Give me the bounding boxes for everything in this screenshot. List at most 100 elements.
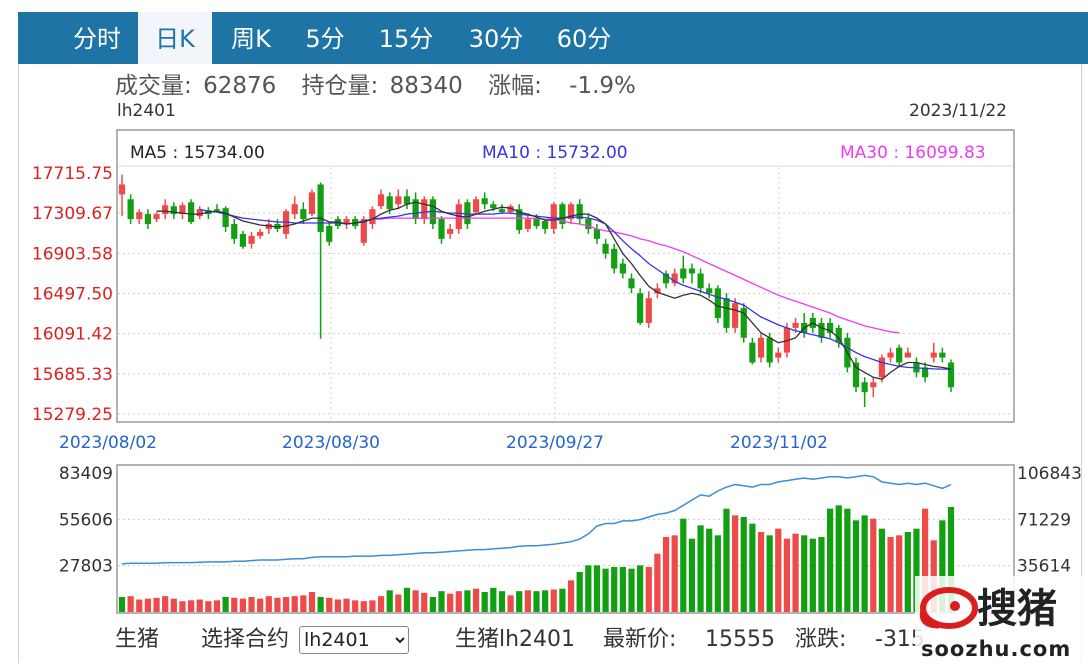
period-tab-bar: 分时 日K 周K 5分 15分 30分 60分	[18, 12, 1088, 64]
candle-body	[257, 231, 264, 236]
volume-bar	[153, 597, 160, 612]
volume-bar	[593, 565, 601, 612]
candle-body	[732, 303, 739, 328]
volume-bar	[239, 598, 247, 612]
ma10-label: MA10 : 15732.00	[482, 143, 628, 163]
tab-5min[interactable]: 5分	[305, 25, 345, 53]
candle-body	[213, 209, 221, 211]
candle-body	[403, 196, 411, 205]
volume-bar	[455, 591, 462, 612]
candle-body	[395, 196, 402, 205]
ma5-line	[156, 201, 952, 381]
price-tick-label: 15685.33	[32, 365, 113, 385]
volume-bar	[170, 598, 177, 612]
volume-bar	[162, 596, 169, 612]
volume-bar	[144, 598, 152, 612]
candle-body	[593, 228, 601, 239]
volume-bar	[222, 597, 229, 612]
volume-bar	[801, 535, 808, 612]
tab-60min[interactable]: 60分	[556, 25, 612, 53]
candle-body	[464, 202, 471, 225]
candle-body	[887, 352, 894, 358]
tab-daily-k[interactable]: 日K	[138, 12, 212, 64]
volume-bar	[766, 535, 773, 612]
candle-body	[481, 198, 488, 205]
price-tick-label: 17715.75	[32, 164, 113, 184]
volume-bar	[429, 597, 436, 612]
volume-tick-label: 27803	[59, 557, 113, 577]
volume-bar	[308, 592, 316, 612]
candle-body	[559, 204, 566, 225]
tab-intraday[interactable]: 分时	[73, 25, 121, 53]
volume-bar	[637, 565, 644, 612]
volume-value: 62876	[203, 73, 277, 99]
candle-body	[645, 298, 652, 323]
candle-body	[585, 219, 592, 229]
tab-weekly-k[interactable]: 周K	[231, 25, 271, 53]
candle-body	[516, 209, 523, 230]
volume-bar	[844, 508, 851, 612]
oi-tick-label: 71229	[1017, 510, 1071, 530]
oi-label: 持仓量:	[301, 73, 379, 99]
product-name: 生猪	[115, 627, 160, 652]
candle-body	[749, 342, 756, 363]
candle-body	[153, 214, 160, 220]
pig-icon	[919, 587, 978, 629]
candle-body	[447, 228, 454, 234]
tab-15min[interactable]: 15分	[378, 25, 434, 53]
candle-body	[317, 184, 324, 232]
soozhu-logo: 搜猪 soozhu.com	[915, 576, 1085, 662]
candle-body	[498, 209, 506, 213]
candle-body	[127, 199, 134, 220]
oi-tick-label: 35614	[1017, 557, 1071, 577]
volume-bar	[585, 565, 592, 612]
volume-bar	[671, 535, 678, 612]
volume-bar	[274, 597, 281, 612]
volume-bar	[723, 508, 730, 612]
volume-bar	[921, 508, 929, 612]
oi-tick-label: 106843	[1017, 464, 1082, 484]
open-interest-line	[121, 474, 952, 565]
candle-body	[136, 212, 143, 220]
candle-body	[611, 248, 618, 269]
candle-body	[870, 382, 877, 388]
candle-body	[300, 209, 307, 220]
volume-bar	[464, 590, 471, 612]
volume-bar	[524, 590, 531, 612]
volume-bar	[369, 600, 376, 612]
candle-body	[619, 263, 626, 274]
volume-bar	[567, 580, 575, 612]
candle-body	[688, 268, 696, 274]
candle-body	[360, 219, 367, 243]
candle-body	[775, 352, 782, 358]
candle-body	[118, 184, 126, 195]
candle-body	[714, 288, 721, 318]
volume-bar	[447, 593, 454, 612]
volume-bar	[542, 590, 549, 612]
ma5-label: MA5 : 15734.00	[130, 143, 265, 163]
price-tick-label: 16497.50	[32, 285, 113, 305]
tab-30min[interactable]: 30分	[468, 25, 524, 53]
volume-bar	[887, 537, 894, 612]
candle-body	[196, 209, 203, 217]
volume-bar	[835, 505, 842, 612]
candle-body	[377, 194, 385, 207]
candle-body	[835, 327, 842, 343]
volume-bar	[265, 596, 272, 612]
contract-name: 生猪lh2401	[455, 627, 576, 652]
volume-bar	[213, 600, 221, 612]
volume-bar	[317, 597, 324, 612]
volume-bar	[602, 568, 609, 612]
volume-bar	[559, 588, 566, 612]
candle-body	[507, 206, 514, 213]
price-tick-label: 16091.42	[32, 325, 113, 345]
candle-body	[239, 233, 247, 247]
volume-bar	[947, 507, 955, 612]
volume-bar	[913, 528, 920, 612]
volume-bar	[205, 601, 212, 612]
candle-body	[369, 209, 376, 225]
contract-select[interactable]: lh2401	[299, 626, 409, 654]
date-tick-label: 2023/08/02	[59, 433, 157, 453]
candle-body	[421, 199, 428, 220]
